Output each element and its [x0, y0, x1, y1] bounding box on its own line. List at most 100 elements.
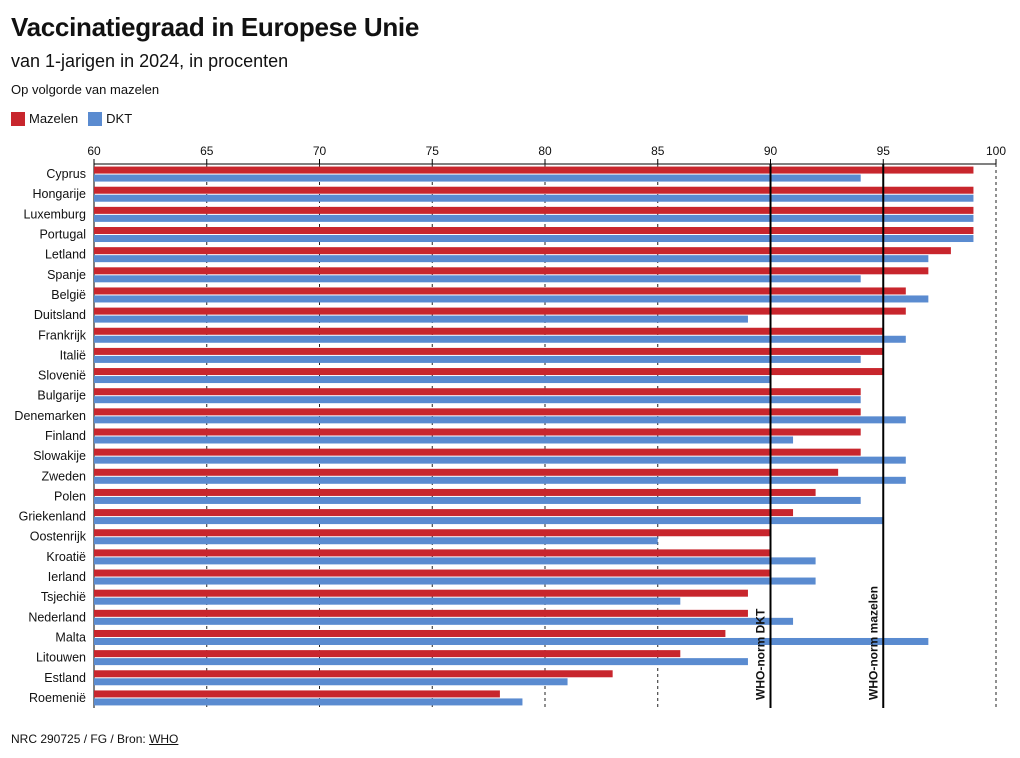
bar-mazelen-letland — [94, 247, 951, 255]
x-tick-label-85: 85 — [651, 144, 665, 158]
bar-mazelen-finland — [94, 428, 861, 436]
x-tick-label-70: 70 — [313, 144, 327, 158]
x-tick-label-100: 100 — [986, 144, 1006, 158]
bar-dkt-malta — [94, 637, 929, 645]
x-tick-label-75: 75 — [426, 144, 440, 158]
category-label: Estland — [44, 671, 86, 685]
category-label: Tsjechië — [41, 590, 86, 604]
bar-dkt-polen — [94, 496, 861, 504]
x-tick-label-95: 95 — [877, 144, 891, 158]
category-label: Cyprus — [46, 167, 86, 181]
bar-mazelen-spanje — [94, 267, 929, 275]
bar-mazelen-portugal — [94, 227, 974, 235]
legend-item-dkt: DKT — [88, 111, 132, 126]
bar-mazelen-kroatië — [94, 549, 771, 557]
legend-label-dkt: DKT — [106, 111, 133, 126]
bar-mazelen-cyprus — [94, 166, 974, 174]
bar-mazelen-ierland — [94, 569, 771, 577]
bar-dkt-slovenië — [94, 376, 771, 384]
x-tick-label-80: 80 — [538, 144, 552, 158]
bar-dkt-spanje — [94, 275, 861, 283]
bar-mazelen-luxemburg — [94, 206, 974, 214]
category-label: Nederland — [28, 610, 86, 624]
bar-mazelen-litouwen — [94, 650, 681, 658]
category-label: Oostenrijk — [30, 530, 87, 544]
bar-dkt-luxemburg — [94, 214, 974, 222]
bar-mazelen-griekenland — [94, 509, 794, 517]
legend-item-mazelen: Mazelen — [11, 111, 78, 126]
category-label: Portugal — [39, 228, 86, 242]
category-label: Hongarije — [32, 187, 86, 201]
bar-mazelen-hongarije — [94, 186, 974, 194]
bar-dkt-griekenland — [94, 517, 884, 525]
bar-mazelen-belgië — [94, 287, 906, 295]
bar-dkt-roemenië — [94, 698, 523, 706]
legend-swatch-dkt — [88, 111, 103, 126]
bar-dkt-belgië — [94, 295, 929, 303]
x-tick-label-60: 60 — [87, 144, 101, 158]
category-label: Litouwen — [36, 651, 86, 665]
bar-mazelen-roemenië — [94, 690, 500, 698]
category-label: Spanje — [47, 268, 86, 282]
category-label: Polen — [54, 489, 86, 503]
bar-dkt-finland — [94, 436, 794, 444]
bar-mazelen-malta — [94, 629, 726, 637]
bar-dkt-frankrijk — [94, 335, 906, 343]
bar-dkt-litouwen — [94, 658, 748, 666]
bar-dkt-bulgarije — [94, 396, 861, 404]
category-label: Bulgarije — [37, 389, 86, 403]
category-label: Frankrijk — [38, 328, 87, 342]
footer-credit: NRC 290725 / FG / Bron: — [11, 732, 150, 746]
bar-mazelen-tsjechië — [94, 589, 748, 597]
bar-mazelen-nederland — [94, 609, 748, 617]
bar-mazelen-oostenrijk — [94, 529, 771, 537]
sort-note: Op volgorde van mazelen — [11, 82, 160, 97]
category-label: Slowakije — [33, 449, 86, 463]
reference-label-95: WHO-norm mazelen — [866, 586, 880, 700]
x-tick-label-90: 90 — [764, 144, 778, 158]
bar-mazelen-duitsland — [94, 307, 906, 315]
reference-label-90: WHO-norm DKT — [754, 608, 768, 700]
category-label: Kroatië — [46, 550, 86, 564]
bar-dkt-tsjechië — [94, 597, 681, 605]
category-label: Griekenland — [19, 510, 86, 524]
category-label: Malta — [55, 630, 86, 644]
bar-mazelen-frankrijk — [94, 327, 884, 335]
bar-dkt-italië — [94, 355, 861, 363]
category-label: Italië — [60, 348, 86, 362]
chart-subtitle: van 1-jarigen in 2024, in procenten — [11, 51, 289, 71]
category-label: België — [51, 288, 86, 302]
category-label: Duitsland — [34, 308, 86, 322]
bar-mazelen-slovenië — [94, 368, 884, 376]
legend-swatch-mazelen — [11, 111, 25, 126]
bar-dkt-nederland — [94, 617, 794, 625]
bar-dkt-portugal — [94, 235, 974, 243]
bar-dkt-letland — [94, 255, 929, 263]
bar-dkt-ierland — [94, 577, 816, 585]
bar-dkt-kroatië — [94, 557, 816, 565]
bar-mazelen-denemarken — [94, 408, 861, 416]
bar-mazelen-estland — [94, 670, 613, 678]
category-label: Zweden — [42, 469, 87, 483]
bar-dkt-hongarije — [94, 194, 974, 202]
category-label: Slovenië — [38, 369, 86, 383]
bar-dkt-duitsland — [94, 315, 748, 323]
bar-mazelen-italië — [94, 347, 884, 355]
bar-mazelen-slowakije — [94, 448, 861, 456]
category-label: Luxemburg — [23, 207, 86, 221]
bar-dkt-zweden — [94, 476, 906, 484]
bar-dkt-denemarken — [94, 416, 906, 424]
source-link[interactable]: WHO — [149, 732, 179, 746]
footer: NRC 290725 / FG / Bron: WHO — [11, 732, 178, 746]
category-label: Ierland — [48, 570, 86, 584]
legend-label-mazelen: Mazelen — [29, 111, 79, 126]
bar-mazelen-bulgarije — [94, 388, 861, 396]
bar-mazelen-polen — [94, 488, 816, 496]
bar-dkt-slowakije — [94, 456, 906, 464]
bar-dkt-cyprus — [94, 174, 861, 182]
category-label: Finland — [45, 429, 86, 443]
chart-title: Vaccinatiegraad in Europese Unie — [11, 12, 419, 42]
bar-dkt-oostenrijk — [94, 537, 658, 545]
bar-dkt-estland — [94, 678, 568, 686]
